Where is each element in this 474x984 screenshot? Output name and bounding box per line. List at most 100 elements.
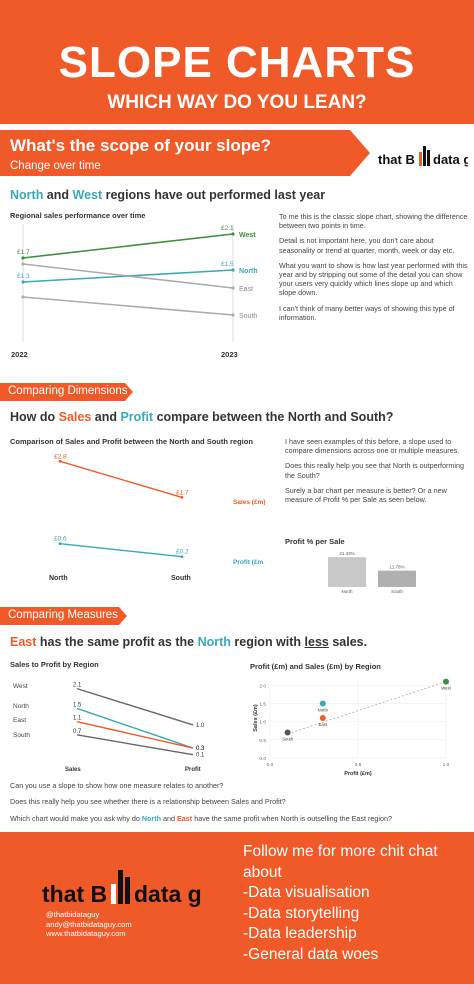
website-link[interactable]: www.thatbidataguy.com	[46, 929, 126, 939]
tick-label-north: North	[49, 575, 68, 582]
series-label-west: West	[239, 232, 256, 239]
data-label-profit-m-south: £0.2	[176, 549, 189, 556]
bar-north	[328, 557, 366, 587]
data-label-north-sales: 1.5	[73, 702, 82, 708]
point-west	[443, 678, 449, 685]
tick-label-2022: 2022	[11, 350, 28, 359]
y-tick-1: 0.5	[259, 738, 266, 744]
section-label-measures: Comparing Measures	[0, 607, 127, 625]
point-sales-m-north	[58, 459, 62, 463]
row-label-south: South	[13, 732, 30, 739]
hero-banner	[0, 0, 474, 124]
y-tick-3: 1.5	[259, 701, 266, 707]
chart-regional-slope: £1.7 £2.1 West £1.3 £1.5 North East South 2022 20…	[11, 224, 258, 359]
series-label-north: North	[239, 268, 258, 275]
point-east-2023	[231, 286, 235, 290]
tick-label-south: South	[171, 575, 191, 582]
data-label-south: 11.76%	[390, 565, 405, 570]
tick-label-2023: 2023	[221, 350, 238, 359]
data-label-west-2022: £1.7	[17, 249, 30, 256]
hero-title: SLOPE CHARTS	[58, 38, 416, 87]
chart5-title: Profit (£m) and Sales (£m) by Region	[250, 662, 381, 671]
point-east	[319, 715, 326, 721]
bar-chart-icon	[419, 146, 430, 166]
point-label-west: West	[441, 686, 451, 691]
section-label-dimensions: Comparing Dimensions	[0, 383, 133, 401]
x-tick-2: 1.0	[443, 762, 450, 768]
data-label-sales-m-south: £1.7	[176, 489, 189, 496]
point-north	[319, 700, 326, 707]
point-south	[284, 729, 291, 736]
footer-logo-part2: data guy	[134, 881, 202, 907]
section2-heading: How do Sales and Profit compare between …	[10, 410, 394, 424]
data-label-south-sales: 0.7	[73, 729, 82, 735]
point-profit-m-south	[180, 555, 184, 559]
data-label-north-profit: 0.3	[196, 746, 205, 752]
trend-line	[291, 681, 447, 733]
series-line-north	[76, 707, 194, 749]
bar-south	[378, 570, 416, 587]
data-label-east-sales: 1.1	[73, 716, 82, 722]
chart2-title: Comparison of Sales and Profit between t…	[10, 437, 253, 446]
series-line-south	[22, 296, 234, 316]
chart3-title: Profit % per Sale	[285, 537, 345, 546]
question-3: Which chart would make you ask why do No…	[10, 814, 392, 823]
series-label-sales-m: Sales (£m)	[233, 499, 266, 506]
data-label-north: 21.43%	[339, 551, 354, 556]
point-south-2023	[231, 313, 235, 317]
series-label-profit-m: Profit (£m	[233, 559, 264, 566]
point-north-2023	[231, 268, 235, 272]
point-label-east: East	[319, 722, 328, 727]
series-line-east	[22, 263, 234, 289]
footer	[0, 832, 474, 984]
data-label-west-2023: £2.1	[221, 225, 234, 232]
logo-text-part2: data guy	[433, 152, 468, 167]
series-line-west	[22, 233, 234, 259]
y-axis-label: Sales (£m)	[253, 704, 259, 732]
hero-subtitle: WHICH WAY DO YOU LEAN?	[107, 92, 367, 113]
point-label-south: South	[282, 737, 294, 742]
x-axis-label: Profit (£m)	[344, 771, 372, 777]
point-label-north: North	[318, 707, 329, 712]
data-label-north-2022: £1.3	[17, 273, 30, 280]
point-east-2022	[21, 262, 25, 266]
chart-measure-slope: WestNorthEastSouth2.11.01.50.31.10.30.70…	[13, 683, 205, 773]
chart-profit-bar: 21.43% North 11.76% South	[328, 551, 416, 594]
point-south-2022	[21, 295, 25, 299]
chart4-title: Sales to Profit by Region	[10, 660, 99, 669]
point-north-2022	[21, 280, 25, 284]
twitter-handle: @thatbidataguy	[46, 910, 100, 919]
y-tick-2: 1.0	[259, 720, 266, 726]
point-sales-m-south	[180, 496, 184, 499]
data-label-east-profit: 0.3	[196, 746, 205, 752]
tick-label-north: North	[341, 589, 353, 594]
chart-dimension-slope: £2.8 £1.7 Sales (£m) £0.6 £0.2 Profit (£m Nort…	[49, 453, 266, 582]
section1-heading: North and West regions have out performe…	[10, 188, 326, 202]
data-label-west-sales: 2.1	[73, 683, 82, 689]
series-line-west	[76, 687, 194, 726]
logo-text-part1: that B	[378, 152, 415, 167]
tick-label-profit: Profit	[185, 767, 201, 773]
point-west-2022	[21, 256, 25, 260]
email-link[interactable]: andy@thatbidataguy.com	[46, 919, 132, 929]
follow-text: Follow me for more chit chat about -Data…	[243, 843, 438, 963]
data-label-north-2023: £1.5	[221, 261, 234, 268]
footer-logo: that B data guy	[42, 870, 202, 907]
data-label-south-profit: 0.1	[196, 753, 205, 759]
point-profit-m-north	[58, 542, 62, 546]
banner-subtitle: Change over time	[10, 160, 101, 172]
data-label-profit-m-north: £0.6	[54, 536, 67, 543]
section1-text: To me this is the classic slope chart, s…	[279, 212, 468, 322]
row-label-west: West	[13, 683, 28, 690]
banner-title: What's the scope of your slope?	[10, 136, 271, 155]
series-label-south: South	[239, 313, 257, 320]
contact-info: @thatbidataguy andy@thatbidataguy.com ww…	[46, 910, 132, 939]
x-tick-1: 0.5	[355, 762, 362, 768]
row-label-north: North	[13, 703, 29, 710]
heading-north: North	[10, 188, 44, 202]
footer-bar-chart-icon	[111, 870, 130, 904]
tick-label-sales: Sales	[65, 767, 81, 773]
data-label-sales-m-north: £2.8	[54, 453, 67, 460]
section3-heading: East has the same profit as the North re…	[10, 635, 368, 649]
logo: that B data guy	[378, 146, 468, 167]
